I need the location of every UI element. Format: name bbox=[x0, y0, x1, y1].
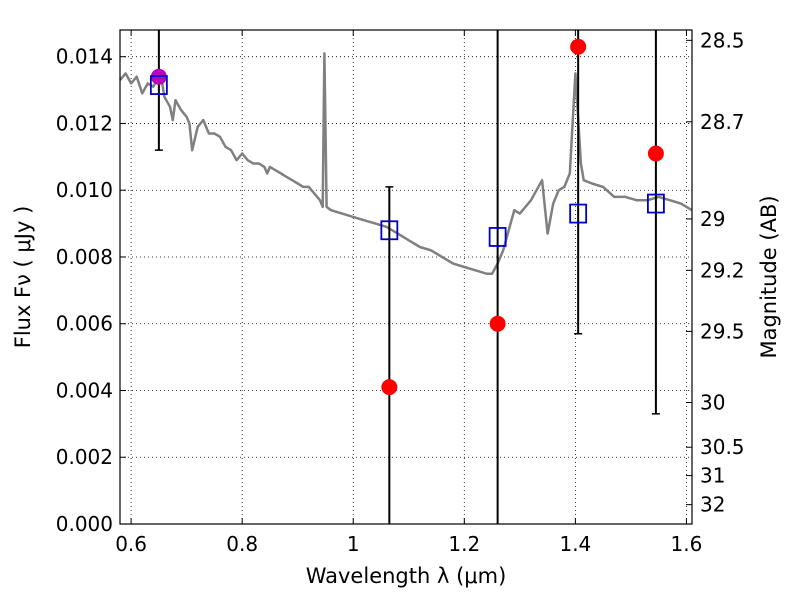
y2-tick-label: 29 bbox=[700, 207, 725, 231]
observed-flux-point bbox=[570, 38, 587, 55]
y2-tick-label: 31 bbox=[700, 464, 725, 488]
model-flux-square bbox=[380, 220, 399, 241]
y-tick-label: 0.002 bbox=[56, 445, 113, 469]
grid-lines bbox=[120, 30, 692, 525]
axis-ticks: 0.6 0.8 1 1.2 1.4 1.6 0.000 0.002 0.004 0.006 0.00… bbox=[56, 28, 745, 556]
model-flux-square bbox=[149, 75, 168, 95]
y-axis-title: Flux Fν ( μJy ) bbox=[11, 206, 35, 349]
model-flux-square bbox=[569, 203, 588, 224]
observed-flux-point bbox=[381, 379, 398, 396]
x-tick-label: 1.2 bbox=[448, 532, 480, 556]
model-flux-square bbox=[647, 193, 665, 214]
y-tick-label: 0.004 bbox=[56, 378, 113, 402]
y-tick-label: 0.000 bbox=[56, 512, 113, 536]
y-tick-label: 0.014 bbox=[56, 45, 113, 69]
y2-tick-label: 28.7 bbox=[700, 110, 745, 134]
x-tick-label: 0.8 bbox=[226, 532, 258, 556]
y-tick-label: 0.012 bbox=[56, 111, 113, 135]
x-tick-label: 1.6 bbox=[671, 532, 703, 556]
x-tick-label: 1 bbox=[347, 532, 360, 556]
observed-flux-point bbox=[647, 145, 664, 162]
model-flux-square bbox=[488, 227, 507, 247]
y2-axis-title: Magnitude (AB) bbox=[757, 195, 781, 358]
model-sed-line bbox=[119, 52, 693, 275]
y2-tick-label: 32 bbox=[700, 493, 725, 517]
y2-tick-label: 28.5 bbox=[700, 28, 745, 52]
plot-frame bbox=[119, 29, 693, 525]
y2-tick-label: 29.2 bbox=[700, 258, 745, 282]
y-tick-label: 0.008 bbox=[56, 245, 113, 269]
y2-tick-label: 30.5 bbox=[700, 435, 745, 459]
x-tick-label: 1.4 bbox=[559, 532, 591, 556]
y-tick-label: 0.006 bbox=[56, 312, 113, 336]
x-tick-label: 0.6 bbox=[115, 532, 147, 556]
y-tick-label: 0.010 bbox=[56, 178, 113, 202]
y2-tick-label: 30 bbox=[700, 391, 725, 415]
observed-flux-point bbox=[489, 315, 506, 332]
x-axis-title: Wavelength λ (μm) bbox=[306, 564, 507, 588]
data-series bbox=[119, 30, 693, 524]
y2-tick-label: 29.5 bbox=[700, 319, 745, 343]
